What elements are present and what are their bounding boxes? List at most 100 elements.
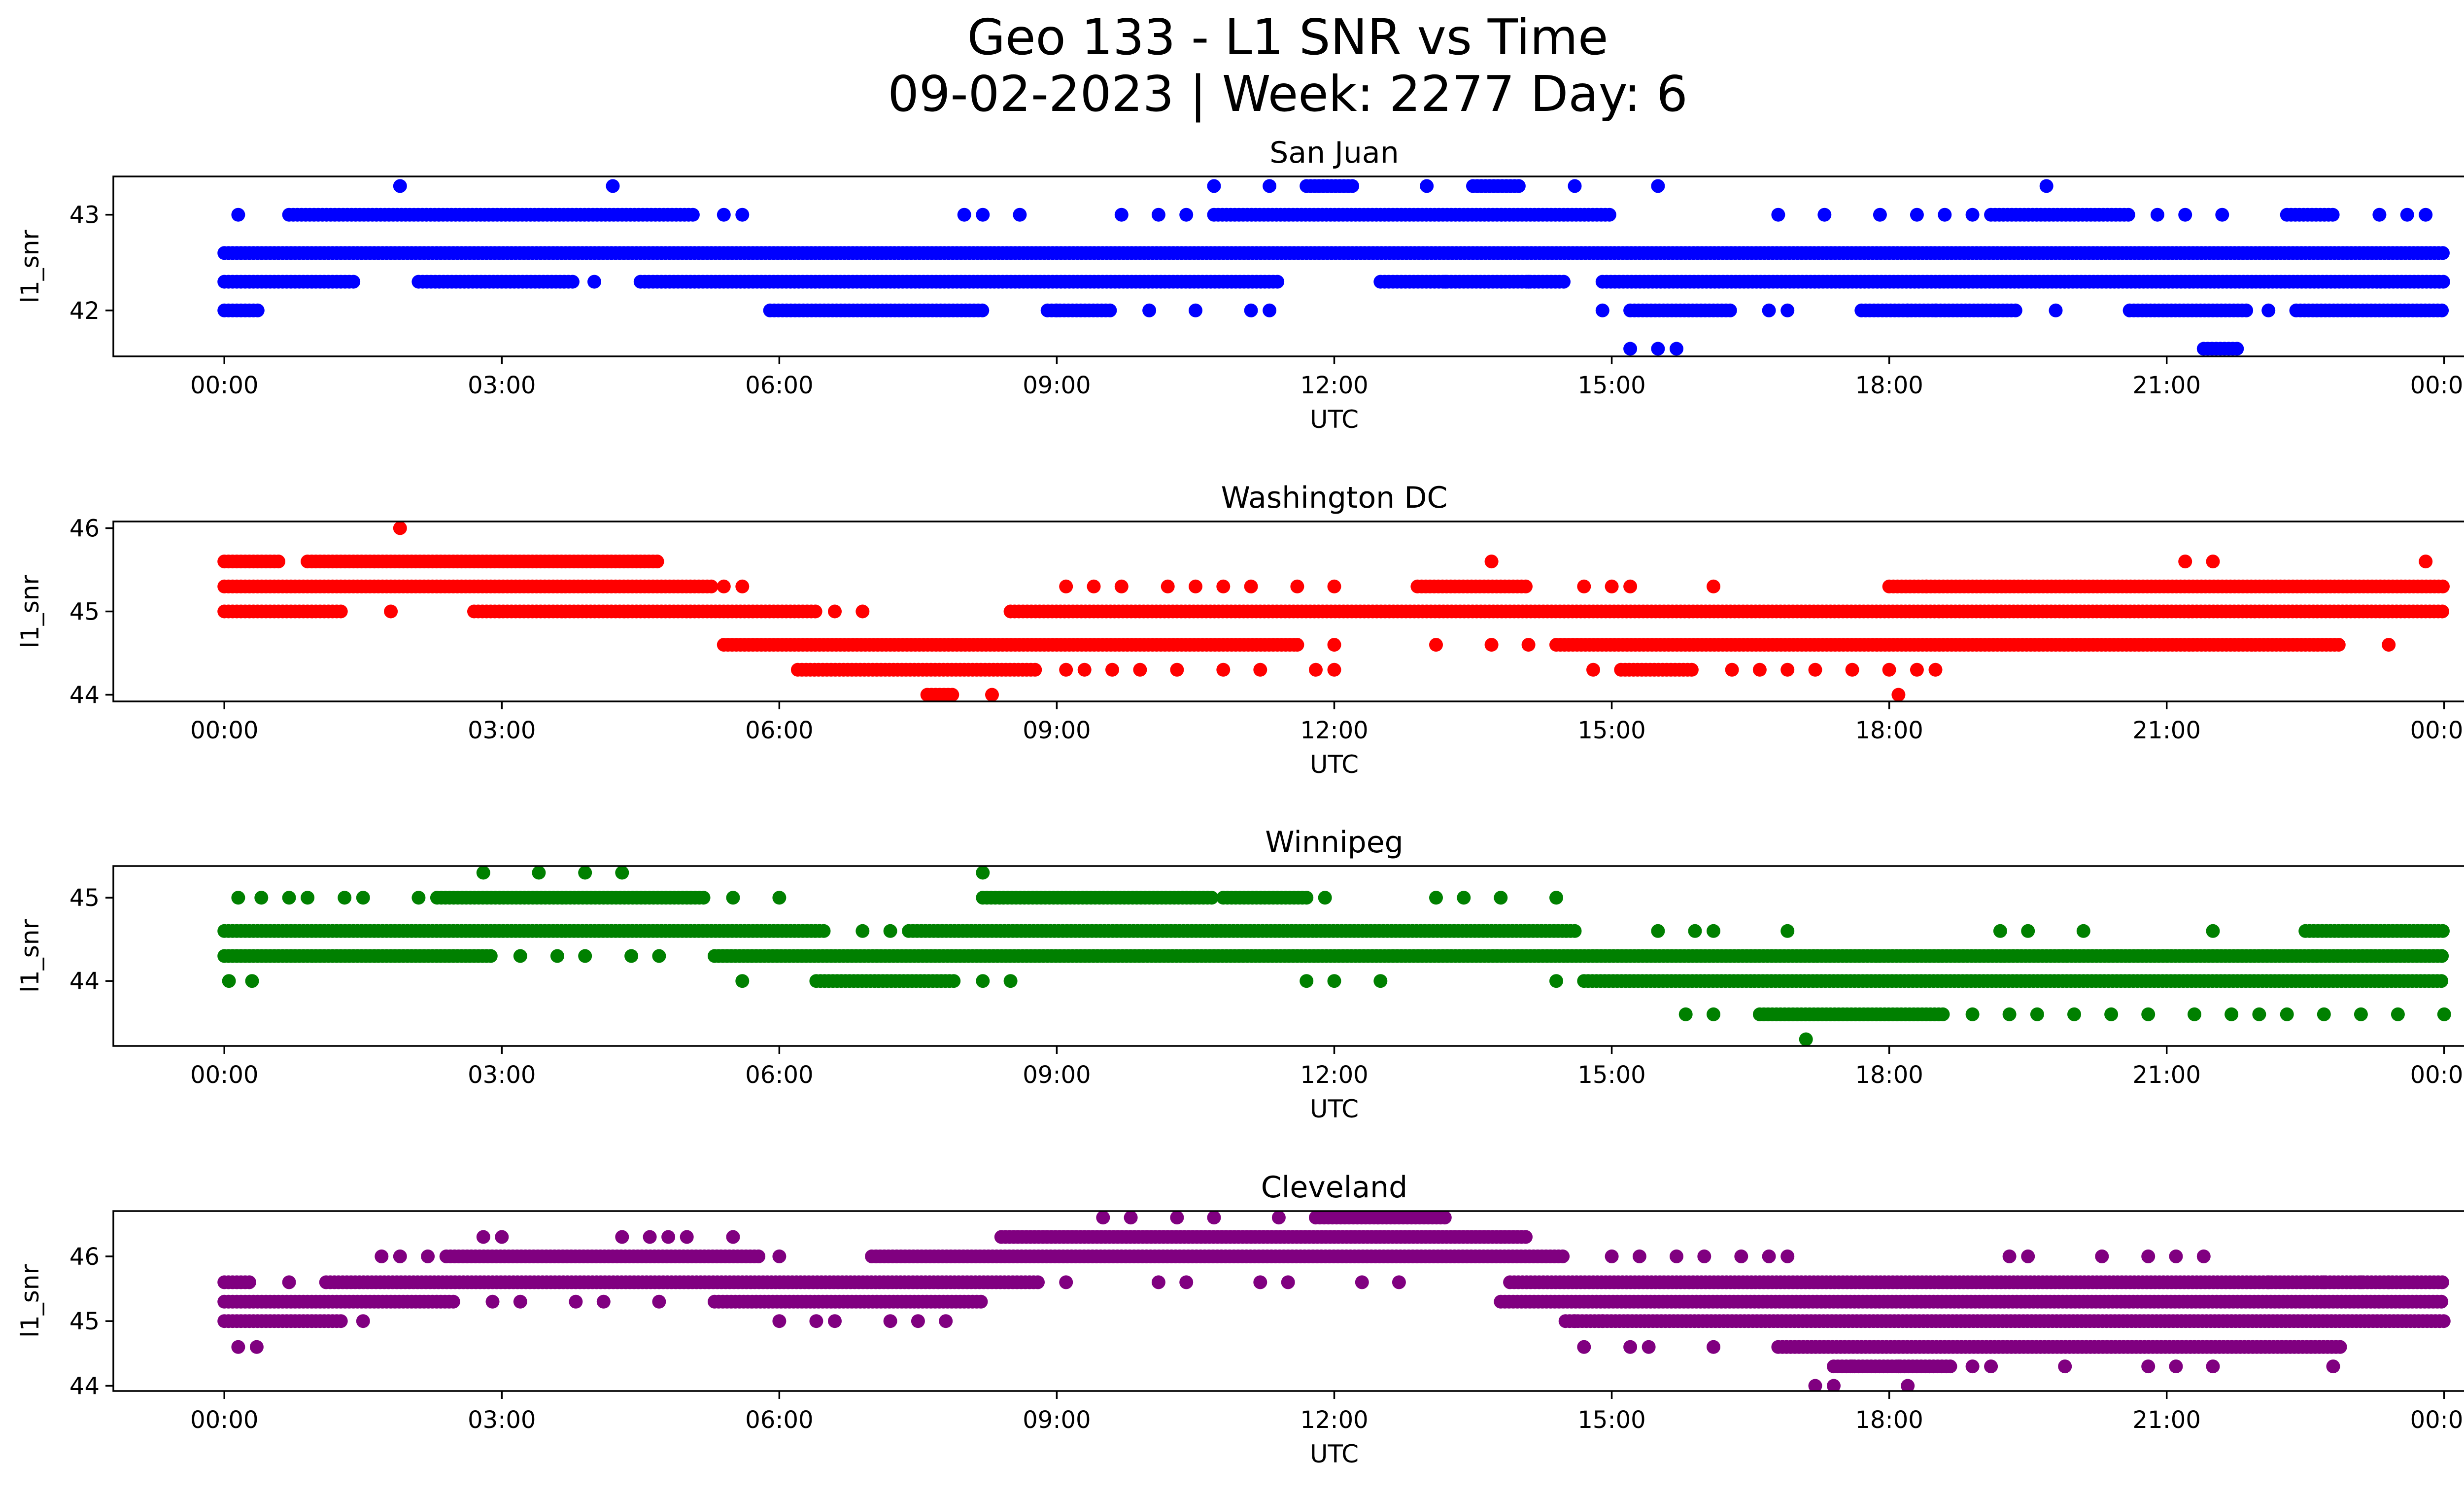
x-tick-label: 09:00 xyxy=(1023,717,1091,744)
point-band xyxy=(217,246,2450,260)
x-tick-label: 21:00 xyxy=(2133,717,2201,744)
point-band xyxy=(217,303,2449,317)
data-point xyxy=(2178,208,2192,222)
data-point xyxy=(2354,1007,2368,1021)
data-point xyxy=(1207,179,1221,193)
y-tick-label: 43 xyxy=(69,202,100,229)
data-point xyxy=(1133,662,1147,677)
x-tick-label: 18:00 xyxy=(1855,1061,1923,1089)
data-point xyxy=(1429,891,1443,905)
data-point xyxy=(2141,1007,2156,1021)
point-band xyxy=(217,579,2450,593)
data-point xyxy=(856,604,870,619)
data-point xyxy=(1345,179,1360,193)
figure-title-line2: 09-02-2023 | Week: 2277 Day: 6 xyxy=(888,65,1687,123)
data-point xyxy=(1263,303,1277,317)
data-point xyxy=(2436,924,2450,938)
data-point xyxy=(1651,179,1665,193)
data-point xyxy=(565,275,580,289)
data-point xyxy=(1494,891,1508,905)
data-point xyxy=(2067,1007,2081,1021)
data-point xyxy=(976,974,990,988)
data-point xyxy=(2436,275,2450,289)
data-point xyxy=(1651,342,1665,356)
data-point xyxy=(2252,1007,2266,1021)
data-point xyxy=(1077,662,1092,677)
data-point xyxy=(1780,303,1795,317)
data-point xyxy=(334,1314,348,1328)
data-point xyxy=(735,579,750,593)
data-point xyxy=(2331,638,2346,652)
x-axis-label: UTC xyxy=(1310,1095,1359,1123)
data-point xyxy=(1873,208,1887,222)
x-tick-label: 03:00 xyxy=(468,717,536,744)
data-point xyxy=(1780,662,1795,677)
data-point xyxy=(1300,891,1314,905)
data-point xyxy=(2435,949,2449,963)
data-point xyxy=(356,891,370,905)
data-point xyxy=(1684,662,1699,677)
data-point xyxy=(1244,303,1258,317)
subplot-2: 00:00 03:00 06:00 09:00 12:00 15:00 18:00 21:00… xyxy=(16,825,2464,1123)
data-point xyxy=(1087,579,1101,593)
data-point xyxy=(1568,924,1582,938)
point-band xyxy=(217,604,2449,619)
data-point xyxy=(513,949,527,963)
data-point xyxy=(250,303,265,317)
data-point xyxy=(685,208,700,222)
data-point xyxy=(1845,662,1859,677)
x-axis-label: UTC xyxy=(1310,405,1359,434)
data-point xyxy=(1204,891,1219,905)
data-point xyxy=(1707,579,1720,593)
data-point xyxy=(957,208,971,222)
data-point xyxy=(696,891,711,905)
data-point xyxy=(1965,208,1980,222)
x-tick-label: 18:00 xyxy=(1855,717,1923,744)
data-point xyxy=(2436,579,2450,593)
data-point xyxy=(1151,208,1165,222)
data-point xyxy=(2049,303,2063,317)
data-point xyxy=(1623,579,1638,593)
subplot-1: 00:00 03:00 06:00 09:00 12:00 15:00 18:00 21:00… xyxy=(16,481,2464,779)
data-point xyxy=(1549,891,1563,905)
y-tick-label: 45 xyxy=(69,884,100,912)
data-point xyxy=(2435,303,2449,317)
data-point xyxy=(2215,208,2229,222)
data-point xyxy=(2391,1007,2405,1021)
y-axis-label: l1_snr xyxy=(16,575,44,648)
data-point xyxy=(476,866,490,880)
data-point xyxy=(1373,974,1388,988)
data-point xyxy=(1725,662,1739,677)
data-point xyxy=(222,974,236,988)
x-axis-label: UTC xyxy=(1310,750,1359,779)
data-point xyxy=(808,604,822,619)
y-axis-label: l1_snr xyxy=(16,919,44,993)
x-tick-label: 03:00 xyxy=(468,1061,536,1089)
data-point xyxy=(1780,924,1795,938)
data-point xyxy=(1678,1007,1693,1021)
data-point xyxy=(1605,579,1619,593)
data-point xyxy=(1216,579,1231,593)
data-point xyxy=(615,866,629,880)
data-point xyxy=(735,208,750,222)
data-point xyxy=(1290,579,1304,593)
data-point xyxy=(2326,208,2340,222)
x-tick-label: 00:00 xyxy=(190,372,258,399)
data-point xyxy=(1429,638,1443,652)
data-point xyxy=(2188,1007,2201,1021)
subplot-title: San Juan xyxy=(1269,136,1399,170)
x-tick-label: 12:00 xyxy=(1300,717,1368,744)
data-point xyxy=(2372,208,2387,222)
data-point xyxy=(1309,662,1323,677)
data-point xyxy=(606,179,620,193)
data-point xyxy=(726,891,740,905)
data-point xyxy=(1928,662,1943,677)
y-tick-label: 45 xyxy=(69,598,100,626)
x-tick-label: 00:00 xyxy=(2410,1061,2464,1089)
x-tick-label: 00:00 xyxy=(190,717,258,744)
data-point xyxy=(1688,924,1702,938)
data-point xyxy=(650,555,664,569)
data-point xyxy=(2030,1007,2044,1021)
data-point xyxy=(2280,1007,2294,1021)
point-band xyxy=(217,1314,2451,1328)
